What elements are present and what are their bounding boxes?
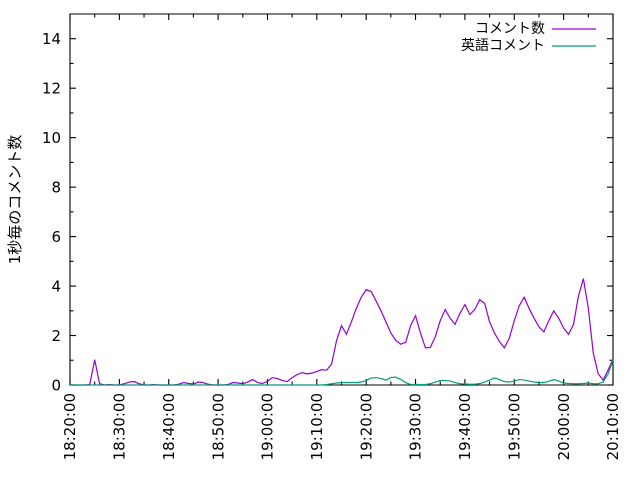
y-tick-label-12: 12	[42, 80, 61, 98]
x-tick-label-6: 19:20:00	[357, 393, 375, 460]
x-tick-label-4: 19:00:00	[259, 393, 277, 460]
legend-label-comment-count: コメント数	[475, 21, 545, 37]
y-tick-label-10: 10	[42, 129, 61, 147]
x-tick-label-2: 18:40:00	[160, 393, 178, 460]
y-tick-label-6: 6	[51, 228, 61, 246]
series-line-comment-count	[70, 278, 614, 386]
plot-frame	[69, 13, 614, 386]
y-axis-label: 1秒毎のコメント数	[6, 135, 24, 265]
x-tick-label-9: 19:50:00	[505, 393, 523, 460]
x-tick-label-10: 20:00:00	[555, 393, 573, 460]
y-tick-label-0: 0	[51, 377, 61, 395]
series-line-english-comment	[70, 360, 614, 386]
x-tick-label-5: 19:10:00	[308, 393, 326, 460]
y-tick-label-14: 14	[42, 30, 61, 48]
legend-label-english-comment: 英語コメント	[461, 37, 545, 54]
x-tick-label-11: 20:10:00	[604, 393, 622, 460]
y-tick-label-8: 8	[51, 179, 61, 197]
x-tick-label-0: 18:20:00	[61, 393, 79, 460]
x-tick-label-8: 19:40:00	[456, 393, 474, 460]
y-tick-label-2: 2	[51, 327, 61, 345]
x-tick-label-7: 19:30:00	[407, 393, 425, 460]
x-tick-label-1: 18:30:00	[111, 393, 129, 460]
x-tick-label-3: 18:50:00	[209, 393, 227, 460]
y-tick-label-4: 4	[51, 278, 61, 296]
